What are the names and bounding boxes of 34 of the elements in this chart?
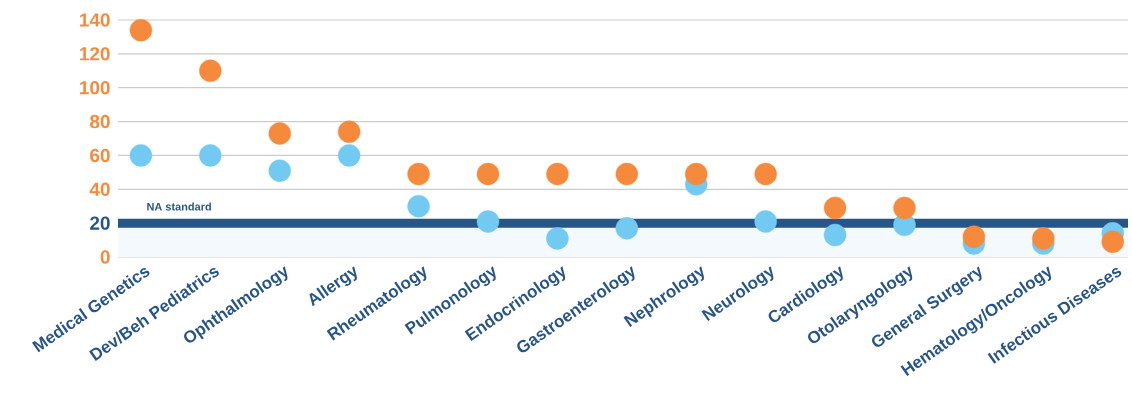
point (754, 210, 777, 233)
y-tick-label: 120 (80, 47, 110, 61)
point (1032, 227, 1055, 250)
y-tick-label: 0 (100, 250, 110, 264)
point (268, 159, 291, 182)
y-tick-label: 40 (89, 182, 110, 196)
point (615, 217, 639, 240)
point (199, 59, 222, 82)
y-tick-label: 60 (90, 148, 110, 163)
y-tick-label: 80 (90, 114, 110, 129)
point (268, 122, 291, 145)
point (546, 227, 569, 250)
y-tick-label: 140 (80, 13, 110, 27)
point (615, 162, 639, 186)
point (893, 196, 916, 220)
point (823, 223, 847, 247)
point (129, 144, 153, 167)
point (199, 144, 222, 167)
point (685, 162, 708, 186)
y-tick-label: 20 (90, 216, 110, 230)
ref-line-label: NA standard (147, 202, 211, 211)
point (407, 162, 430, 186)
point (337, 144, 361, 167)
y-tick-label: 100 (80, 81, 110, 95)
point (476, 162, 500, 186)
point (546, 162, 569, 186)
point (823, 196, 847, 220)
point (1101, 230, 1124, 253)
point (476, 210, 500, 233)
point (962, 225, 986, 248)
point (337, 120, 361, 143)
point (129, 18, 153, 42)
point (754, 162, 777, 186)
point (407, 195, 430, 218)
